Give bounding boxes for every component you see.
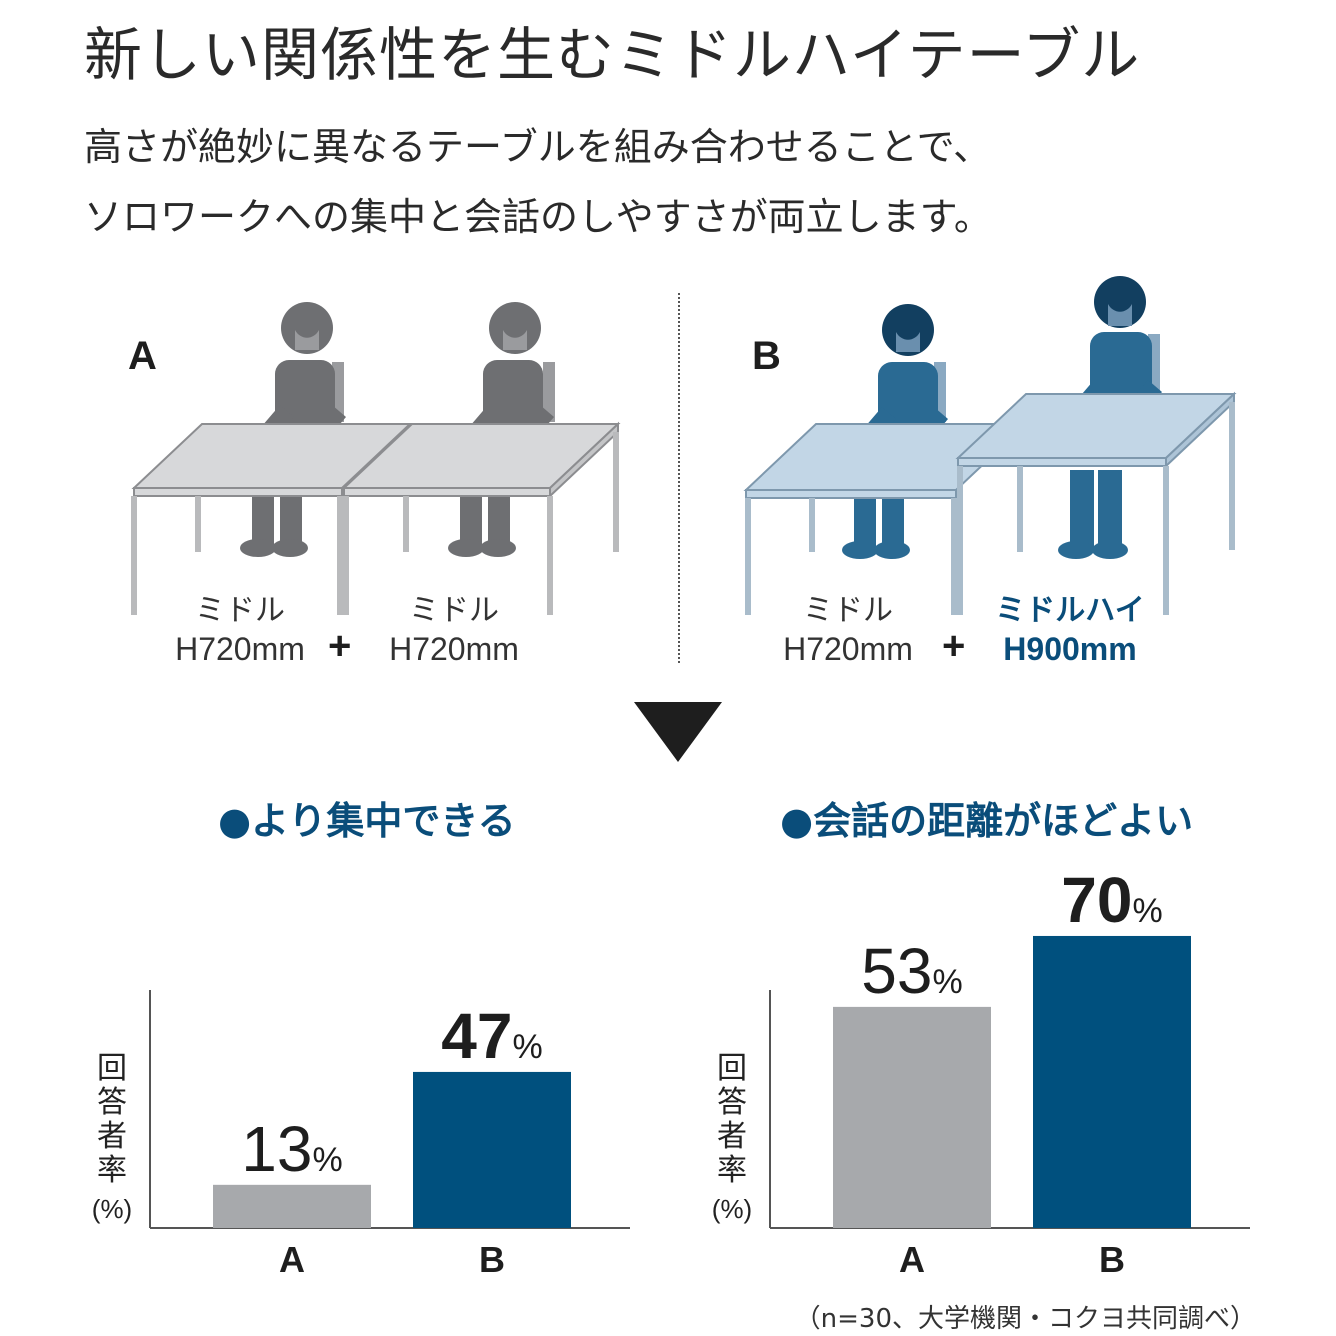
x-tick-label: A xyxy=(279,1239,305,1280)
bar-B xyxy=(413,1071,571,1228)
data-label: 47% xyxy=(441,1000,542,1072)
panel-a-left-table-label: ミドル H720mm xyxy=(160,592,320,668)
bar-A xyxy=(213,1184,371,1228)
lead-line-1: 高さが絶妙に異なるテーブルを組み合わせることで、 xyxy=(84,125,992,169)
panel-b-illustration xyxy=(743,276,1237,615)
table-icon xyxy=(955,391,1237,615)
table-icon xyxy=(131,423,413,615)
panel-b-label: B xyxy=(752,334,781,378)
x-tick-label: B xyxy=(1099,1239,1125,1280)
bar-A xyxy=(833,1006,991,1228)
table-name: ミドル xyxy=(195,593,285,628)
plus-sign: + xyxy=(942,624,966,668)
table-height: H720mm xyxy=(175,631,305,667)
panel-divider xyxy=(678,293,680,663)
table-icon xyxy=(341,421,621,615)
panel-a-label: A xyxy=(128,334,157,378)
panel-b-right-table-label: ミドルハイ H900mm xyxy=(980,592,1160,668)
chart-conversation: 回答者率(%) 53% A 70% B xyxy=(712,864,1250,1280)
plus-sign: + xyxy=(328,624,352,668)
panel-a-illustration xyxy=(131,302,621,615)
chart-1-title: ●より集中できる xyxy=(218,799,516,843)
data-label: 70% xyxy=(1061,864,1162,936)
y-axis-label: 回答者率(%) xyxy=(92,1052,132,1224)
table-height: H900mm xyxy=(1003,631,1137,667)
data-label: 13% xyxy=(241,1113,342,1185)
down-arrow-icon xyxy=(634,702,722,762)
chart-focus: 回答者率(%) 13% A 47% B xyxy=(92,990,630,1280)
lead-line-2: ソロワークへの集中と会話のしやすさが両立します。 xyxy=(84,195,992,239)
panel-a-right-table-label: ミドル H720mm xyxy=(374,592,534,668)
y-axis-label: 回答者率(%) xyxy=(712,1052,752,1224)
table-icon xyxy=(743,423,1029,615)
table-height: H720mm xyxy=(783,631,913,667)
table-name: ミドル xyxy=(409,593,499,628)
x-tick-label: A xyxy=(899,1239,925,1280)
table-name: ミドル xyxy=(803,593,893,628)
table-height: H720mm xyxy=(389,631,519,667)
x-tick-label: B xyxy=(479,1239,505,1280)
bar-B xyxy=(1033,935,1191,1228)
chart-2-title: ●会話の距離がほどよい xyxy=(780,799,1194,843)
panel-b-left-table-label: ミドル H720mm xyxy=(768,592,928,668)
data-label: 53% xyxy=(861,935,962,1007)
table-name: ミドルハイ xyxy=(995,593,1145,628)
page-title: 新しい関係性を生むミドルハイテーブル xyxy=(84,21,1141,89)
footnote: （n=30、大学機関・コクヨ共同調べ） xyxy=(794,1304,1256,1334)
